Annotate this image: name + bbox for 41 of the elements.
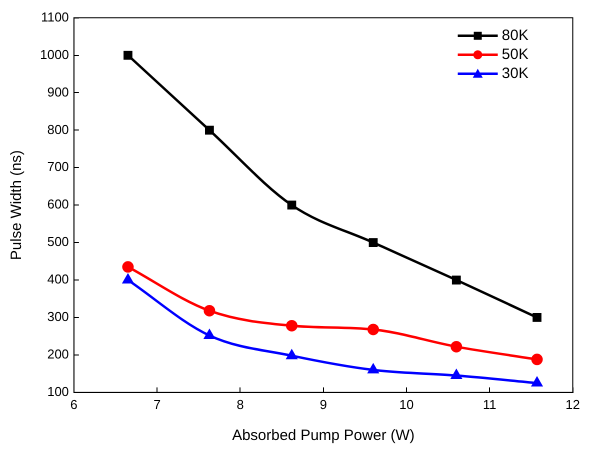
x-tick-label: 8 [236,396,244,412]
point [122,261,134,273]
y-axis-title: Pulse Width (ns) [8,150,26,260]
y-tick-label: 500 [47,234,69,250]
point [205,126,214,135]
point [368,364,378,374]
point [286,350,297,360]
y-tick-label: 1100 [40,9,69,24]
point [122,274,134,284]
legend-label: 50K [502,46,528,63]
y-tick-label: 900 [47,84,69,100]
point [204,330,215,339]
point [204,304,216,316]
y-tick-label: 1000 [40,46,69,62]
y-tick-label: 300 [47,309,69,324]
point [368,238,378,247]
point [532,313,542,322]
point [532,377,542,387]
point [367,324,379,336]
x-tick-label: 11 [482,396,496,412]
point [287,200,296,210]
legend-label: 30K [502,64,528,82]
x-tick-label: 12 [566,396,580,412]
x-tick-label: 6 [70,396,78,412]
x-tick-label: 9 [320,396,327,412]
y-tick-label: 200 [47,346,69,362]
y-tick-label: 800 [47,122,69,137]
y-tick-label: 600 [47,196,69,212]
y-tick-label: 400 [47,272,69,287]
x-axis-title: Absorbed Pump Power (W) [232,427,415,444]
point [286,320,298,332]
y-tick-label: 100 [47,384,69,399]
point [531,354,543,366]
y-tick-label: 700 [47,159,69,174]
x-tick-label: 10 [399,396,414,412]
point [452,276,461,284]
point [451,370,462,380]
x-tick-label: 7 [153,396,161,412]
legend-label: 80K [502,26,528,44]
point [124,50,132,60]
point [450,340,462,352]
